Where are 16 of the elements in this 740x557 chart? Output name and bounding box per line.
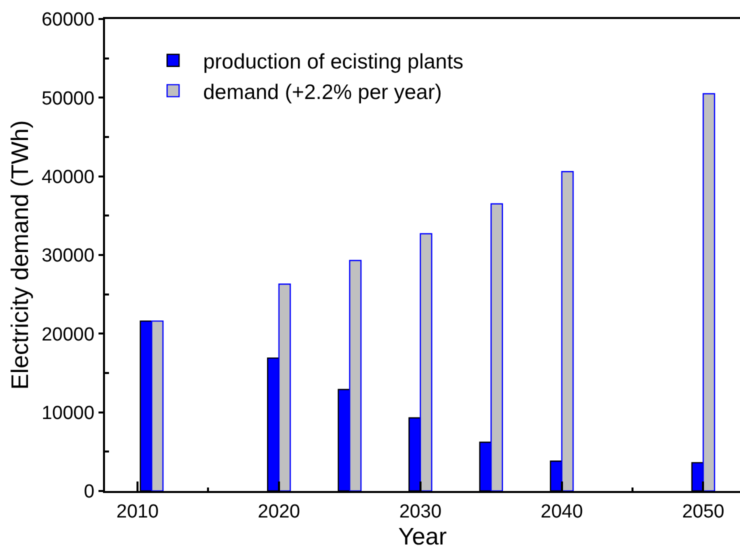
x-tick-label: 2030 (399, 502, 442, 523)
y-tick-label: 30000 (42, 246, 94, 267)
y-tick-label: 20000 (42, 324, 94, 346)
y-tick-label: 10000 (42, 402, 94, 424)
x-tick-label: 2040 (540, 502, 583, 523)
x-tick-label: 2050 (682, 502, 724, 523)
y-tick-label: 60000 (42, 10, 94, 31)
legend-label: production of ecisting plants (203, 50, 464, 74)
x-axis-title: Year (398, 523, 447, 550)
y-tick-label: 40000 (42, 166, 94, 188)
x-tick-label: 2020 (258, 502, 300, 523)
y-axis-title: Electricity demand (TWh) (7, 120, 34, 390)
x-tick-label: 2010 (116, 502, 159, 523)
y-tick-label: 0 (84, 482, 94, 503)
legend-label: demand (+2.2% per year) (203, 80, 442, 104)
y-tick-label: 50000 (42, 88, 94, 110)
